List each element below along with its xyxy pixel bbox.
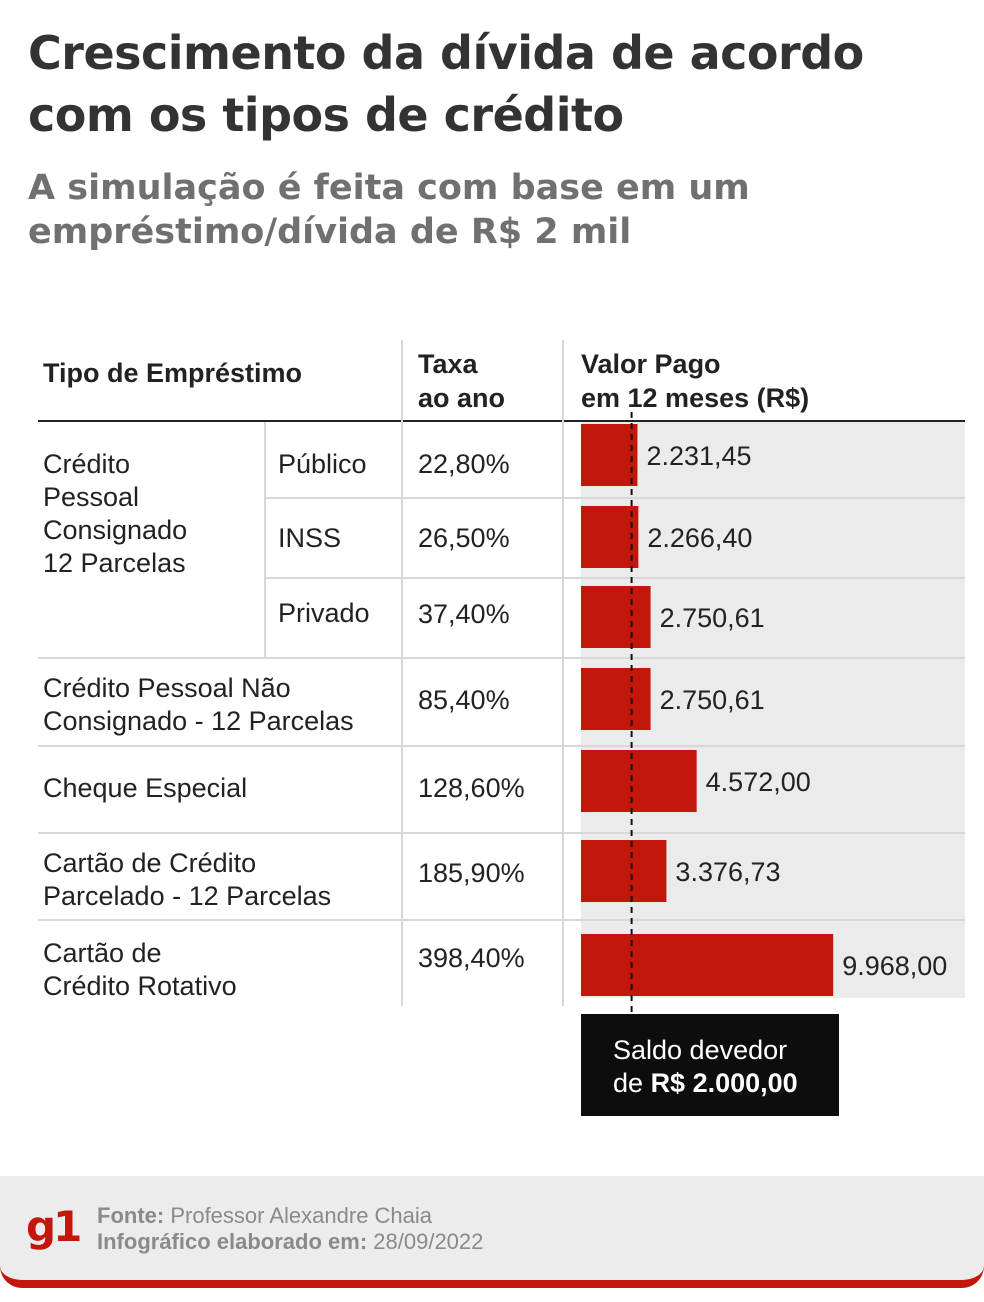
- source-line: Fonte: Professor Alexandre Chaia: [97, 1203, 432, 1229]
- group-label-line1: Crédito: [43, 449, 131, 479]
- row-type-line2: Crédito Rotativo: [43, 971, 237, 1001]
- col-divider-valor: [562, 340, 564, 1006]
- reference-callout: Saldo devedor de R$ 2.000,00: [581, 1014, 839, 1116]
- callout-line2: de R$ 2.000,00: [613, 1067, 839, 1100]
- header-divider: [38, 420, 965, 422]
- row-type-line1: Cartão de Crédito: [43, 848, 257, 878]
- date-line: Infográfico elaborado em: 28/09/2022: [97, 1229, 483, 1255]
- bar: [581, 506, 639, 568]
- bar-value-label: 2.231,45: [646, 441, 751, 471]
- row-rate: 185,90%: [418, 858, 525, 888]
- row-rate: 37,40%: [418, 599, 510, 629]
- row-divider: [38, 919, 965, 921]
- row-rate: 22,80%: [418, 449, 510, 479]
- header-valor-line1: Valor Pago: [581, 349, 721, 379]
- row-type: INSS: [278, 523, 342, 553]
- bar-value-label: 2.266,40: [647, 523, 752, 553]
- date-label: Infográfico elaborado em:: [97, 1229, 368, 1254]
- source-label: Fonte:: [97, 1203, 165, 1228]
- source-value: Professor Alexandre Chaia: [170, 1203, 433, 1228]
- bar: [581, 934, 834, 996]
- date-value: 28/09/2022: [373, 1229, 484, 1254]
- footer: [0, 1176, 984, 1288]
- g1-logo: g1: [26, 1202, 82, 1251]
- row-divider: [38, 745, 965, 747]
- group-label-line3: Consignado: [43, 515, 188, 545]
- header-taxa-line2: ao ano: [418, 383, 506, 413]
- row-divider: [38, 657, 965, 659]
- callout-amount: R$ 2.000,00: [650, 1068, 798, 1098]
- bar: [581, 840, 667, 902]
- row-rate: 128,60%: [418, 773, 525, 803]
- callout-prefix: de: [613, 1068, 644, 1098]
- bar-value-label: 4.572,00: [706, 767, 811, 797]
- page-title: Crescimento da dívida de acordo com os t…: [28, 26, 864, 142]
- bar-value-label: 2.750,61: [660, 685, 765, 715]
- bar: [581, 668, 651, 730]
- row-type-line2: Consignado - 12 Parcelas: [43, 706, 354, 736]
- bar-value-label: 3.376,73: [675, 857, 780, 887]
- bar-value-label: 9.968,00: [842, 951, 947, 981]
- row-type-line1: Cartão de: [43, 938, 162, 968]
- header-tipo: Tipo de Empréstimo: [43, 358, 303, 388]
- row-type-line1: Crédito Pessoal Não: [43, 673, 291, 703]
- row-divider: [38, 832, 965, 834]
- row-rate: 85,40%: [418, 685, 510, 715]
- col-divider-taxa: [401, 340, 403, 1006]
- group-label-line4: 12 Parcelas: [43, 548, 186, 578]
- bar: [581, 586, 651, 648]
- row-type: Público: [278, 449, 367, 479]
- header-taxa-line1: Taxa: [418, 349, 478, 379]
- bar-value-label: 2.750,61: [660, 603, 765, 633]
- row-rate: 398,40%: [418, 943, 525, 973]
- header-valor-line2: em 12 meses (R$): [581, 383, 810, 413]
- page-subtitle: A simulação é feita com base em um empré…: [28, 168, 750, 252]
- group-label-line2: Pessoal: [43, 482, 140, 512]
- row-rate: 26,50%: [418, 523, 510, 553]
- row-type-line2: Parcelado - 12 Parcelas: [43, 881, 332, 911]
- row-divider: [265, 577, 965, 579]
- col-divider-subtype: [264, 422, 266, 658]
- row-type: Cheque Especial: [43, 773, 248, 803]
- row-divider: [265, 497, 965, 499]
- callout-line1: Saldo devedor: [613, 1035, 788, 1065]
- bar: [581, 750, 697, 812]
- bar: [581, 424, 638, 486]
- row-type: Privado: [278, 598, 370, 628]
